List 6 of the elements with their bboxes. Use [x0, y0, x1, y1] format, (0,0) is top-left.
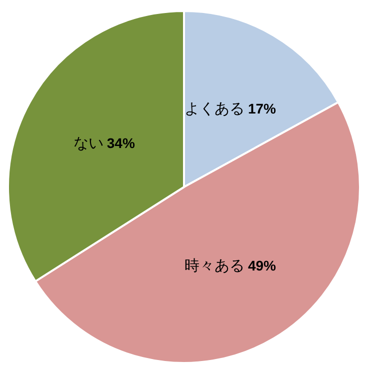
slice-label: ない [74, 134, 104, 152]
slice-label: よくある [184, 100, 245, 118]
data-label: 17% [248, 100, 277, 117]
data-label: 49% [248, 257, 277, 274]
slice-label: 時々ある [184, 256, 245, 274]
data-label: 34% [106, 135, 136, 152]
